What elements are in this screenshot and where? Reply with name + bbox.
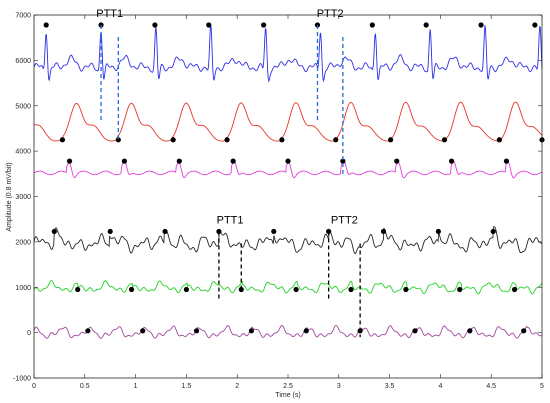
series-line-3 <box>33 226 543 255</box>
y-tick-label: 0 <box>27 330 31 337</box>
y-tick-label: 5000 <box>15 103 31 110</box>
series-1-marker <box>333 137 339 143</box>
series-5-marker <box>193 328 200 334</box>
plot-area <box>33 22 545 339</box>
series-5-marker <box>248 328 255 334</box>
axes: 0 0.5 1 1.5 2 2.5 3 3.5 4 4.5 5-100001000200030004… <box>13 13 544 391</box>
x-tick-label: 3 <box>337 383 341 390</box>
x-tick-label: 1 <box>134 383 138 390</box>
series-5-marker <box>412 328 418 334</box>
series-4-marker <box>403 286 409 293</box>
x-axis-label: Time (s) <box>275 392 300 399</box>
series-2-marker <box>503 158 510 164</box>
series-1-marker <box>224 137 230 143</box>
series-4-marker <box>75 286 81 293</box>
series-1-marker <box>59 137 66 143</box>
series-3-marker <box>435 228 441 235</box>
y-tick-label: 7000 <box>15 13 31 20</box>
series-4-marker <box>183 286 189 293</box>
y-axis-label: Amplitude (0.8 mV/bit) <box>6 162 13 231</box>
plot-frame <box>33 14 543 379</box>
series-4-marker <box>238 286 244 293</box>
x-tick-label: 0 <box>32 383 36 390</box>
series-3-marker <box>490 228 496 235</box>
x-tick-label: 2.5 <box>283 383 293 390</box>
series-2-marker <box>285 158 291 164</box>
y-tick-label: 2000 <box>15 239 31 246</box>
series-3-marker <box>380 228 387 235</box>
series-1-marker <box>496 137 502 143</box>
series-4-marker <box>128 286 135 293</box>
series-5-marker <box>521 328 527 334</box>
series-4-marker <box>293 286 299 293</box>
x-tick-label: 3.5 <box>385 383 395 390</box>
series-1-marker <box>441 137 448 143</box>
y-tick-label: 6000 <box>15 58 31 65</box>
y-tick-label: -1000 <box>13 376 31 383</box>
series-1-marker <box>115 137 121 143</box>
series-0-marker <box>152 22 158 28</box>
annotation-label: PTT1 <box>96 8 123 20</box>
series-1-marker <box>279 137 285 143</box>
series-line-0 <box>33 24 543 83</box>
series-2-marker <box>66 158 73 164</box>
series-line-5 <box>33 324 543 339</box>
annotation-label: PTT2 <box>331 214 358 226</box>
series-2-marker <box>340 158 346 164</box>
series-1-marker <box>388 137 394 143</box>
x-tick-label: 5 <box>540 383 544 390</box>
series-4-marker <box>348 286 354 293</box>
annotations: PTT1 PTT2 PTT1 PTT2 <box>96 8 361 338</box>
series-0-marker <box>478 22 484 28</box>
x-tick-label: 4 <box>438 383 442 390</box>
series-line-1 <box>33 101 543 142</box>
series-4-marker <box>457 286 463 293</box>
y-tick-label: 3000 <box>15 194 31 201</box>
annotation-label: PTT2 <box>317 8 344 20</box>
series-line-4 <box>33 280 543 295</box>
series-0-marker <box>369 22 375 28</box>
series-0-marker <box>423 22 429 28</box>
series-2-marker <box>448 158 455 164</box>
annotation-label: PTT1 <box>217 214 244 226</box>
x-tick-label: 1.5 <box>182 383 192 390</box>
series-3-marker <box>107 228 113 235</box>
series-2-marker <box>394 158 400 164</box>
series-0-marker <box>532 22 538 28</box>
y-tick-label: 4000 <box>15 149 31 156</box>
series-5-marker <box>303 328 309 334</box>
series-5-marker <box>85 328 91 334</box>
series-5-marker <box>140 328 146 334</box>
series-4-marker <box>511 286 518 293</box>
series-2-marker <box>230 158 236 164</box>
y-tick-label: 1000 <box>15 285 31 292</box>
series-1-marker <box>170 137 176 143</box>
series-5-marker <box>467 328 473 334</box>
x-tick-label: 2 <box>235 383 239 390</box>
series-0-marker <box>43 22 49 28</box>
series-0-marker <box>261 22 267 28</box>
series-3-marker <box>51 228 57 235</box>
x-tick-label: 4.5 <box>486 383 496 390</box>
series-3-marker <box>162 228 168 235</box>
series-2-marker <box>121 158 128 164</box>
x-tick-label: 0.5 <box>80 383 90 390</box>
series-3-marker <box>271 228 277 235</box>
series-0-marker <box>206 22 212 28</box>
series-2-marker <box>176 158 182 164</box>
